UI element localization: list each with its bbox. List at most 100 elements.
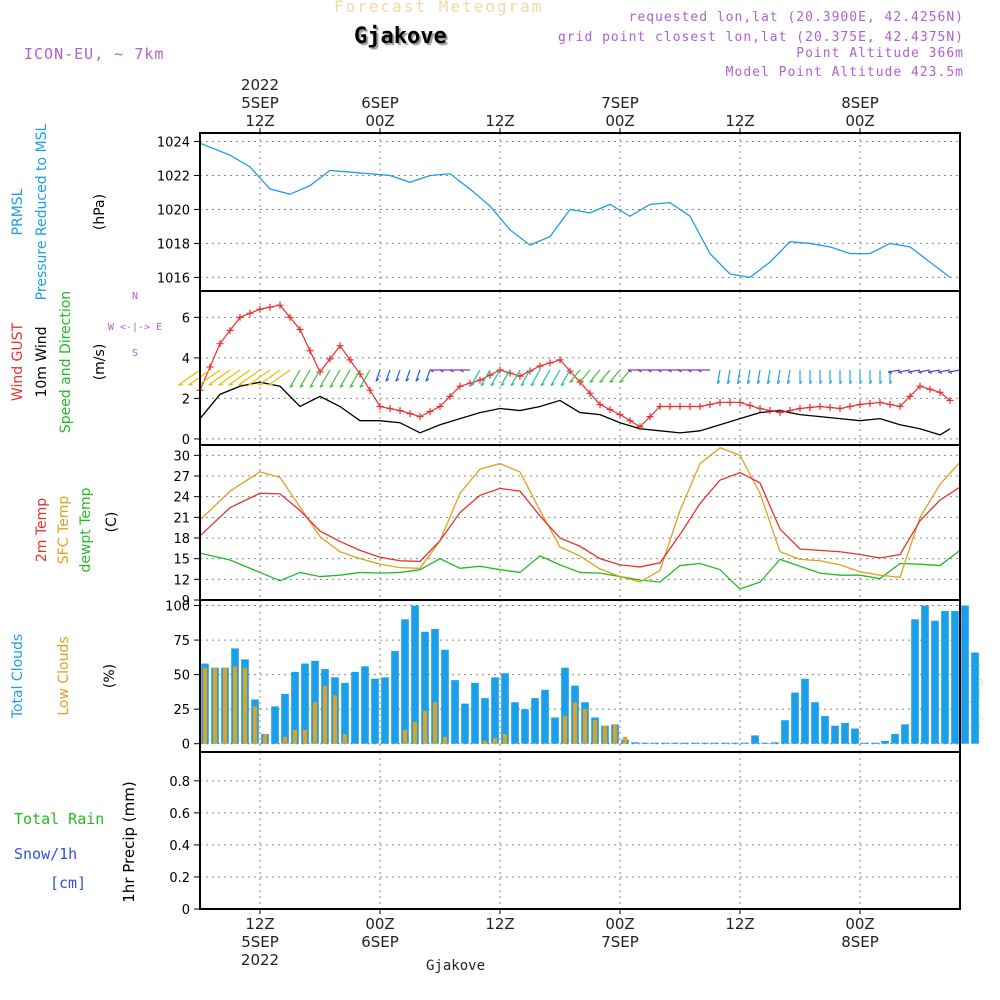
y-tick-label: 0	[182, 738, 190, 753]
y-tick-label: 100	[165, 600, 190, 615]
wind-direction-arrow	[349, 369, 361, 388]
wind-arrow-head	[569, 380, 574, 383]
gust-marker	[216, 340, 224, 348]
total-cloud-bar	[651, 742, 659, 744]
gust-marker	[876, 398, 884, 406]
wind-arrow-head	[917, 371, 923, 374]
wind-direction-arrow	[480, 369, 491, 386]
total-cloud-bar	[361, 666, 369, 744]
wind-direction-arrow	[888, 369, 901, 373]
precip-unit: 1hr Precip (mm)	[120, 781, 138, 902]
y-tick-label: 9	[182, 594, 190, 609]
gust-marker	[806, 404, 814, 412]
gust-marker	[756, 405, 764, 413]
wind-direction-arrow	[375, 369, 381, 382]
wind-direction-arrow	[898, 369, 911, 373]
wind-direction-arrow	[470, 369, 481, 386]
total-cloud-bar	[931, 620, 939, 744]
wind-speed-label: 10m Wind	[34, 326, 50, 397]
total-cloud-bar	[381, 677, 389, 744]
wind-direction-arrow	[405, 369, 411, 382]
total-cloud-bar	[461, 703, 469, 744]
air-temp-label: 2m Temp	[34, 498, 50, 562]
gust-marker	[396, 407, 404, 415]
total-cloud-bar	[841, 722, 849, 744]
gust-marker	[666, 403, 674, 410]
total-cloud-bar	[531, 698, 539, 744]
top-time-label: 00Z	[365, 112, 394, 130]
total-clouds-label: Total Clouds	[10, 634, 26, 719]
wind-direction-arrow	[329, 369, 341, 388]
y-tick-label: 2	[182, 392, 190, 407]
wind-direction-arrow	[238, 369, 261, 386]
wind-direction-arrow	[569, 369, 581, 383]
wind-speed-line	[199, 381, 951, 436]
total-cloud-bar	[861, 742, 869, 744]
low-cloud-bar	[243, 667, 247, 744]
total-cloud-bar	[491, 677, 499, 744]
wind-direction-label: Speed and Direction	[58, 291, 74, 433]
snow-label: Snow/1h	[14, 845, 77, 863]
top-time-label: 12Z	[485, 112, 514, 130]
gust-marker	[206, 363, 214, 371]
wind-direction-arrow	[258, 369, 281, 386]
wind-arrow-head	[510, 382, 515, 387]
top-time-label: 00Z	[605, 112, 634, 130]
wind-direction-arrow	[510, 369, 521, 386]
total-cloud-bar	[751, 735, 759, 744]
wind-arrow-head	[859, 380, 863, 385]
total-cloud-bar	[671, 742, 679, 744]
model-name: ICON-EU, ~ 7km	[24, 45, 165, 63]
gust-marker	[796, 405, 804, 413]
gust-marker	[856, 400, 864, 408]
wind-arrow-head	[767, 380, 771, 385]
surface-temp-label: SFC Temp	[56, 496, 72, 565]
wind-direction-arrow	[589, 369, 601, 383]
gust-marker	[606, 406, 614, 414]
gust-marker	[346, 356, 354, 364]
total-cloud-bar	[731, 742, 739, 744]
wind-arrow-head	[907, 371, 913, 374]
low-cloud-bar	[563, 716, 567, 744]
wind-direction-arrow	[766, 369, 771, 384]
y-tick-label: 4	[182, 352, 190, 367]
low-cloud-bar	[313, 702, 317, 744]
total-cloud-bar	[371, 678, 379, 744]
wind-direction-arrow	[776, 369, 781, 384]
wind-arrow-head	[329, 384, 334, 388]
wind-arrow-head	[897, 371, 903, 374]
low-clouds-label: Low Clouds	[56, 636, 72, 715]
wind-arrow-head	[449, 369, 454, 373]
gust-marker	[416, 413, 424, 421]
y-tick-label: 0	[182, 433, 190, 448]
wind-arrow-head	[829, 380, 833, 385]
wind-arrow-head	[777, 380, 781, 385]
y-tick-label: 0.8	[169, 775, 190, 790]
wind-gust-label: Wind GUST	[10, 322, 26, 401]
low-cloud-bar	[303, 729, 307, 744]
wind-arrow-head	[787, 380, 791, 385]
total-cloud-bar	[961, 605, 969, 744]
pressure-label: Pressure Reduced to MSL	[34, 123, 50, 300]
gust-marker	[866, 399, 874, 407]
dewpoint-line	[199, 549, 961, 590]
wind-arrow-head	[375, 378, 380, 382]
gust-marker	[936, 388, 944, 396]
total-cloud-bar	[301, 663, 309, 744]
wind-direction-arrow	[198, 369, 221, 386]
low-cloud-bar	[233, 666, 237, 744]
gust-marker	[786, 407, 794, 415]
gust-marker	[276, 301, 284, 309]
wind-arrow-head	[395, 378, 400, 382]
total-cloud-bar	[901, 724, 909, 744]
low-cloud-bar	[623, 736, 627, 744]
total-cloud-bar	[351, 671, 359, 744]
gust-marker	[226, 327, 234, 335]
bottom-time-label: 2022	[241, 951, 279, 969]
low-cloud-bar	[613, 724, 617, 744]
gust-marker	[536, 362, 544, 370]
wind-arrow-head	[677, 369, 682, 373]
gust-marker	[846, 403, 854, 410]
wind-arrow-head	[637, 369, 642, 373]
gust-marker	[316, 368, 324, 376]
